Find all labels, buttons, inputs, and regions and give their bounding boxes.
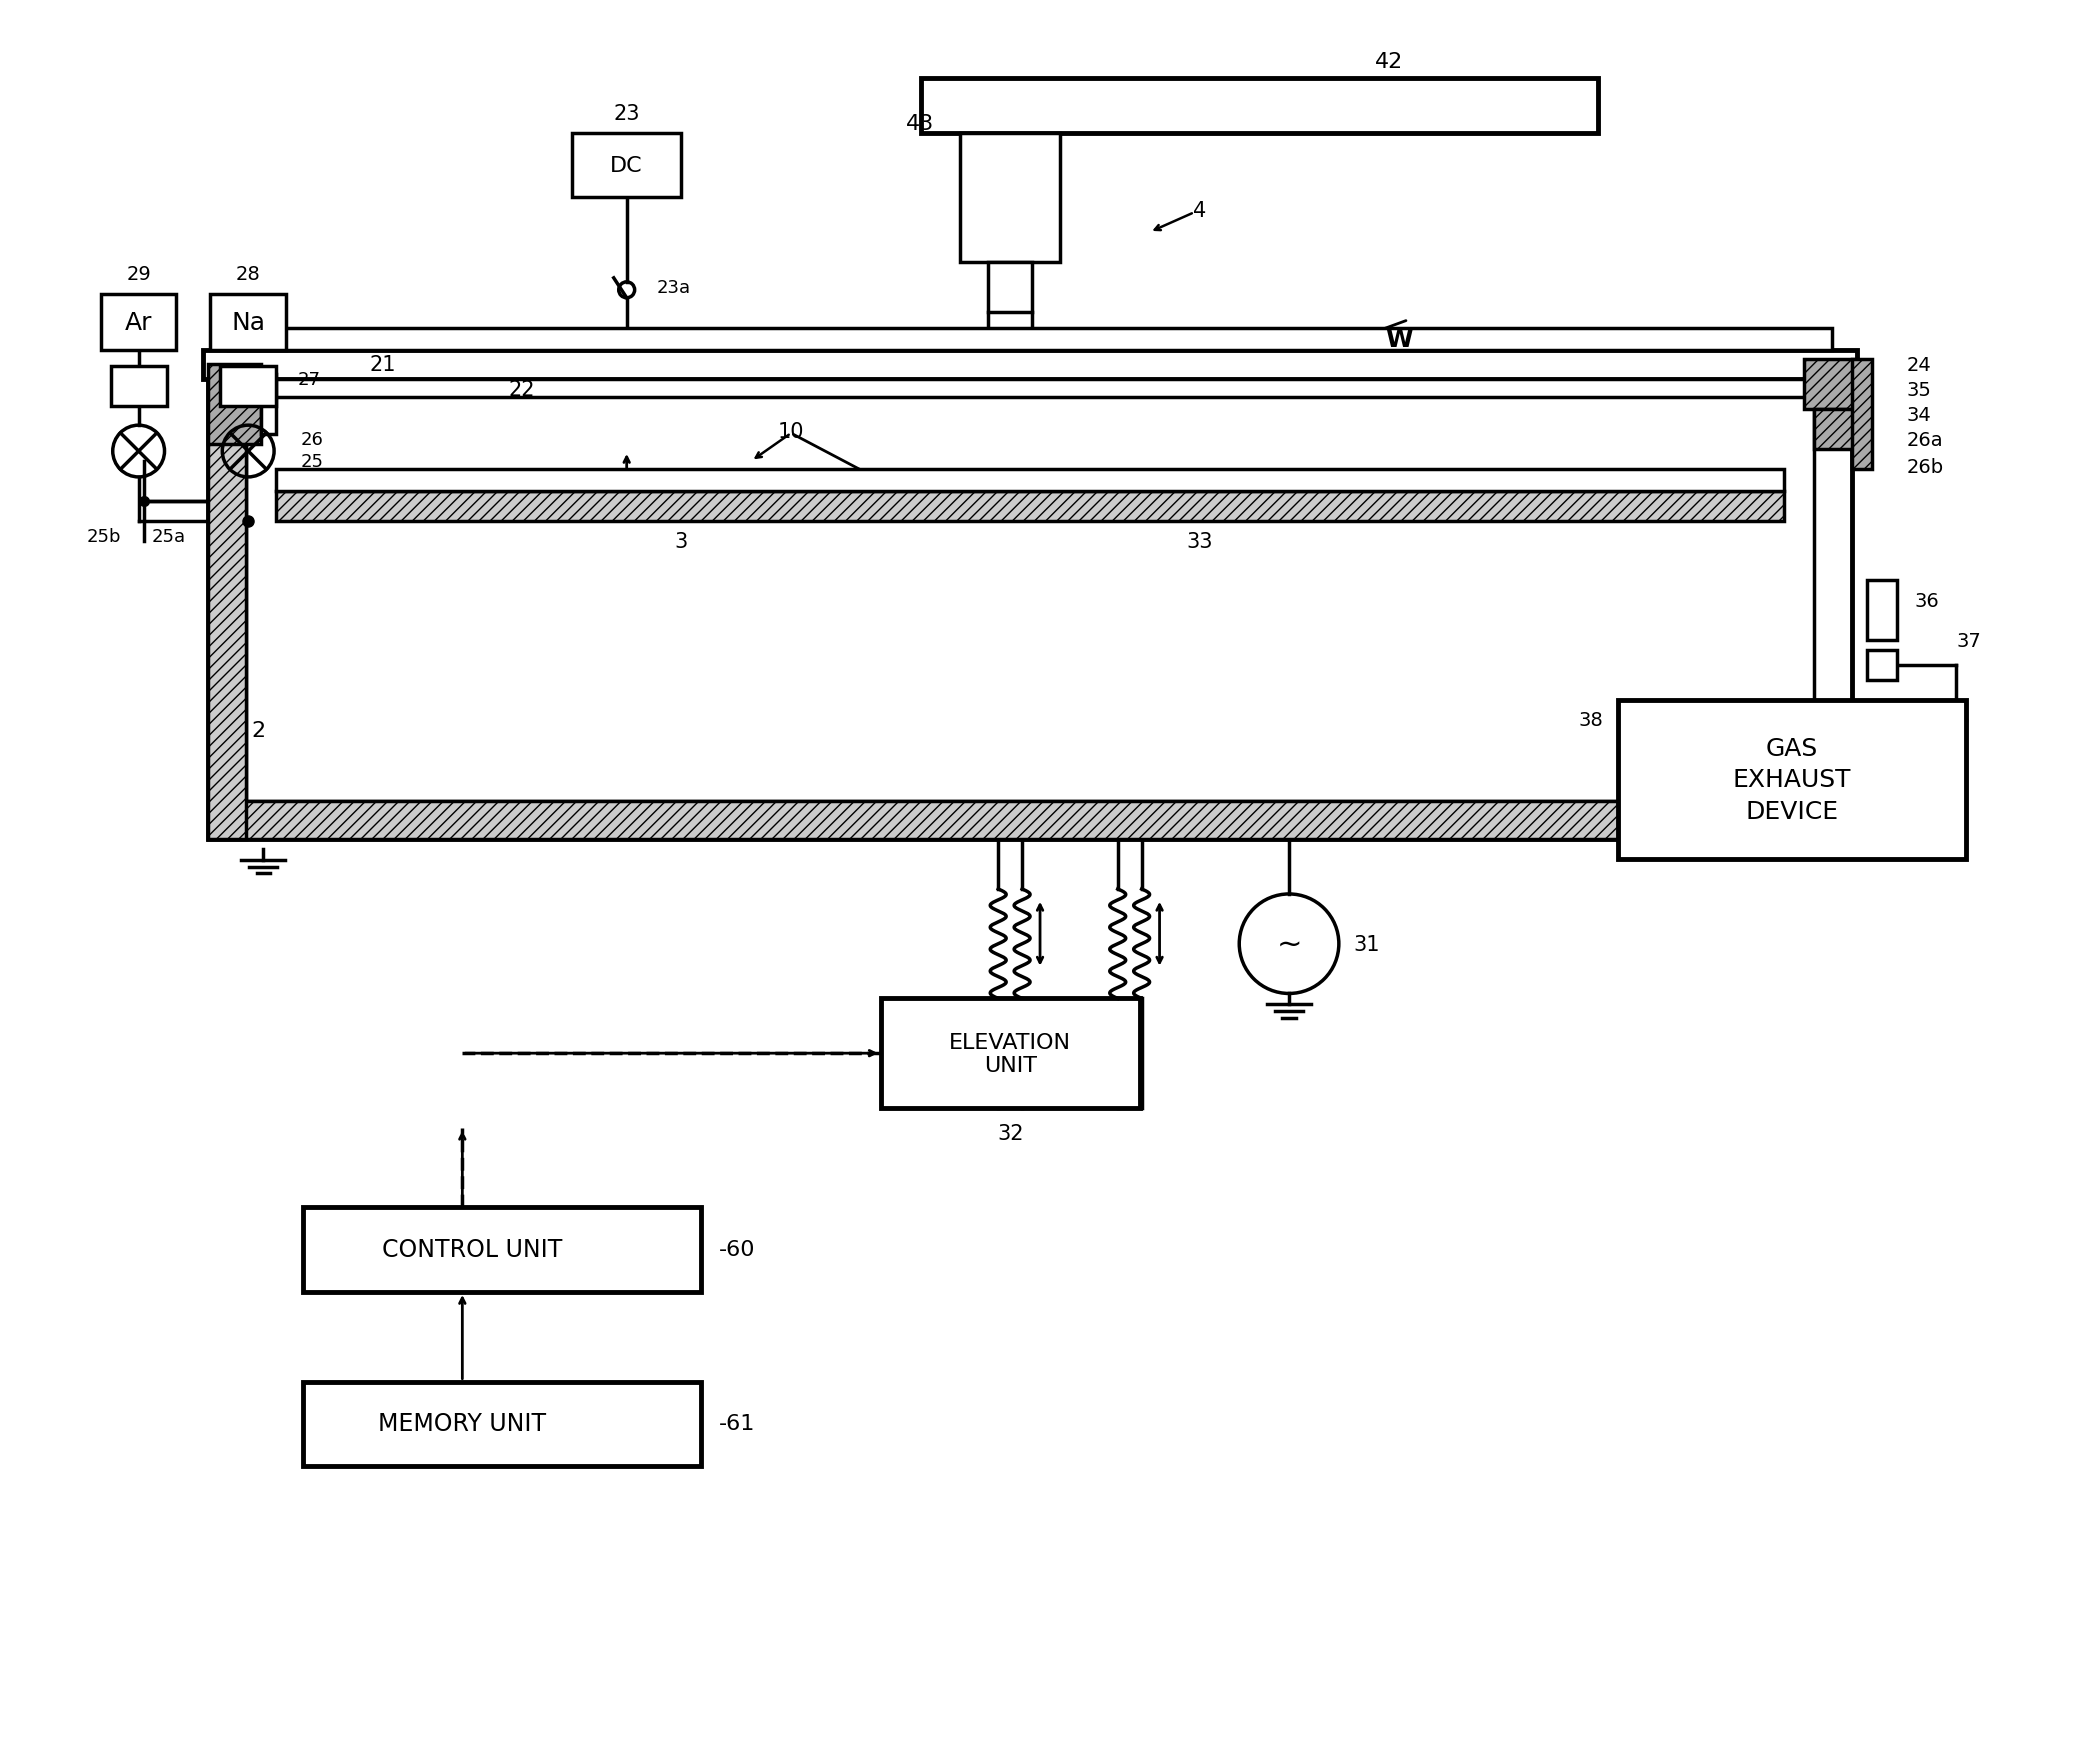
Text: 4: 4: [1194, 201, 1206, 220]
Bar: [210, 295, 285, 351]
Text: 32: 32: [997, 1124, 1024, 1143]
Text: 34: 34: [1907, 406, 1932, 425]
Bar: [1618, 700, 1966, 859]
Text: 26a: 26a: [1907, 430, 1943, 450]
Text: 38: 38: [1578, 711, 1603, 730]
Text: 21: 21: [369, 355, 397, 376]
Text: -61: -61: [720, 1413, 755, 1434]
Bar: [208, 358, 1853, 840]
Text: 26: 26: [300, 430, 323, 448]
Text: 26b: 26b: [1907, 459, 1943, 478]
Bar: [220, 367, 277, 407]
Text: 37: 37: [1955, 632, 1981, 651]
Text: 25b: 25b: [86, 527, 122, 545]
Text: 28: 28: [235, 265, 260, 284]
Text: 42: 42: [1374, 51, 1404, 72]
Bar: [921, 79, 1599, 134]
Bar: [302, 1381, 701, 1466]
Bar: [302, 1208, 701, 1293]
Bar: [1815, 409, 1857, 450]
Bar: [961, 134, 1059, 263]
Text: 23: 23: [613, 104, 640, 123]
Bar: [208, 803, 1853, 840]
Text: 31: 31: [1353, 935, 1380, 954]
Text: GAS
EXHAUST
DEVICE: GAS EXHAUST DEVICE: [1733, 736, 1850, 824]
Text: 29: 29: [126, 265, 151, 284]
Text: 23a: 23a: [657, 279, 690, 296]
Text: 22: 22: [510, 379, 535, 400]
Text: MEMORY UNIT: MEMORY UNIT: [378, 1411, 545, 1436]
Bar: [245, 395, 1815, 803]
Bar: [1867, 580, 1897, 640]
Text: 10: 10: [778, 422, 804, 443]
Text: 27: 27: [298, 370, 321, 390]
Text: 25: 25: [300, 453, 323, 471]
Bar: [204, 351, 1857, 381]
Text: -60: -60: [720, 1240, 755, 1259]
Text: 35: 35: [1907, 381, 1932, 400]
Text: 2: 2: [252, 720, 264, 741]
Bar: [277, 469, 1783, 492]
Bar: [1804, 360, 1857, 409]
Text: DC: DC: [611, 157, 642, 176]
Bar: [881, 998, 1139, 1108]
Bar: [245, 381, 1815, 399]
Text: 33: 33: [1185, 531, 1213, 552]
Text: 25a: 25a: [151, 527, 185, 545]
Bar: [101, 295, 176, 351]
Bar: [988, 263, 1032, 312]
Text: Ar: Ar: [126, 310, 153, 335]
Bar: [208, 365, 260, 445]
Text: Na: Na: [231, 310, 264, 335]
Bar: [277, 492, 1783, 522]
Bar: [208, 358, 245, 840]
Bar: [573, 134, 682, 198]
Text: ~: ~: [1276, 930, 1301, 958]
Bar: [260, 376, 277, 436]
Text: 43: 43: [906, 113, 934, 134]
Bar: [1853, 360, 1871, 469]
Bar: [1867, 651, 1897, 681]
Text: 36: 36: [1915, 591, 1939, 610]
Text: 24: 24: [1907, 356, 1932, 374]
Text: W: W: [1385, 328, 1412, 351]
Text: CONTROL UNIT: CONTROL UNIT: [382, 1238, 562, 1261]
Bar: [111, 367, 166, 407]
Text: 3: 3: [676, 531, 688, 552]
Bar: [229, 328, 1832, 351]
Text: ELEVATION
UNIT: ELEVATION UNIT: [948, 1032, 1072, 1076]
